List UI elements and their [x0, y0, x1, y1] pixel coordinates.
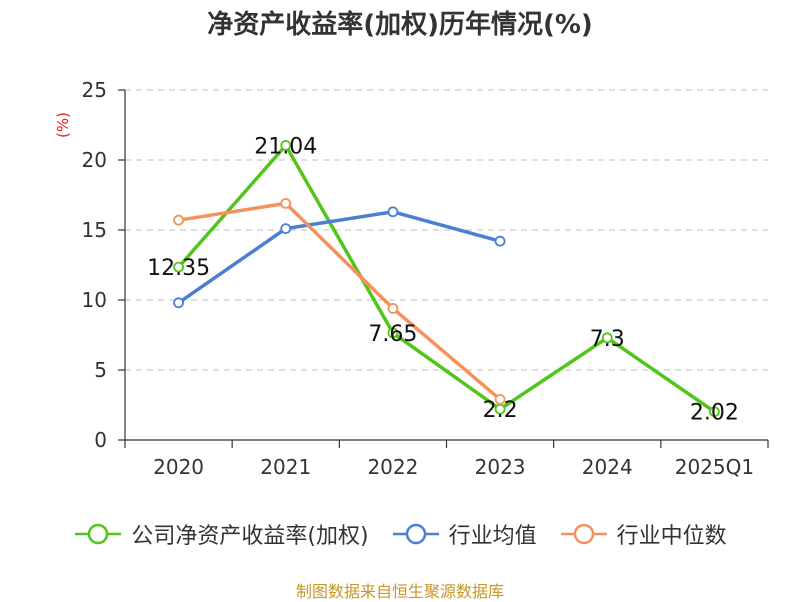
- x-tick-label: 2023: [475, 455, 526, 479]
- legend-swatch-marker: [573, 523, 594, 545]
- data-label: 7.3: [590, 327, 625, 352]
- x-tick-label: 2020: [153, 455, 204, 479]
- x-tick-label: 2024: [582, 455, 633, 479]
- legend-label: 行业中位数: [616, 524, 727, 549]
- y-axis-label: (%): [54, 112, 72, 138]
- series-layer: [173, 140, 720, 418]
- data-label-layer: 12.35 21.04 7.65 2.2 7.3 2.02: [147, 134, 739, 425]
- legend-swatch-marker: [88, 523, 109, 545]
- grid-layer: [125, 89, 768, 371]
- data-point: [387, 206, 399, 218]
- series-line: [178, 201, 502, 401]
- legend-swatch: [560, 523, 607, 545]
- data-label: 2.2: [483, 398, 518, 423]
- series-line: [177, 210, 501, 305]
- data-label: 7.65: [368, 322, 417, 347]
- legend-label: 行业均值: [448, 524, 537, 549]
- axis-layer: 0 5 10 15 20 25 2020 2021 2022 2023 2024 2025Q1: [82, 78, 769, 479]
- data-point: [173, 261, 184, 273]
- source-note: 制图数据来自恒生聚源数据库: [295, 582, 504, 601]
- data-point: [494, 235, 506, 247]
- data-point: [173, 297, 184, 309]
- x-tick-label: 2022: [367, 455, 418, 479]
- legend-item[interactable]: 公司净资产收益率(加权): [73, 518, 369, 550]
- legend: 公司净资产收益率(加权) 行业均值 行业中位数: [0, 518, 800, 550]
- y-tick-label: 5: [94, 358, 107, 382]
- data-point: [387, 302, 399, 314]
- chart-title: 净资产收益率(加权)历年情况(%): [207, 10, 593, 40]
- data-label: 2.02: [690, 401, 739, 426]
- data-point: [494, 393, 506, 405]
- x-tick-label: 2025Q1: [675, 455, 754, 479]
- y-tick-label: 15: [82, 218, 107, 242]
- y-tick-label: 10: [82, 288, 107, 312]
- y-tick-label: 20: [82, 148, 107, 172]
- y-tick-label: 25: [82, 78, 107, 102]
- data-point: [601, 332, 613, 344]
- legend-swatch: [392, 523, 439, 545]
- legend-item[interactable]: 行业均值: [391, 518, 537, 550]
- data-point: [387, 327, 399, 339]
- legend-item[interactable]: 行业中位数: [559, 518, 727, 550]
- legend-swatch: [75, 523, 122, 545]
- data-label: 21.04: [254, 134, 317, 159]
- data-label: 12.35: [147, 256, 210, 281]
- data-point: [709, 406, 720, 418]
- legend-label: 公司净资产收益率(加权): [131, 524, 369, 549]
- data-point: [280, 223, 292, 235]
- y-tick-label: 0: [94, 428, 107, 452]
- data-point: [280, 197, 292, 209]
- data-point: [280, 140, 292, 151]
- data-point: [173, 214, 184, 226]
- series-line: [177, 143, 716, 414]
- x-tick-label: 2021: [260, 455, 311, 479]
- legend-swatch-marker: [405, 523, 426, 545]
